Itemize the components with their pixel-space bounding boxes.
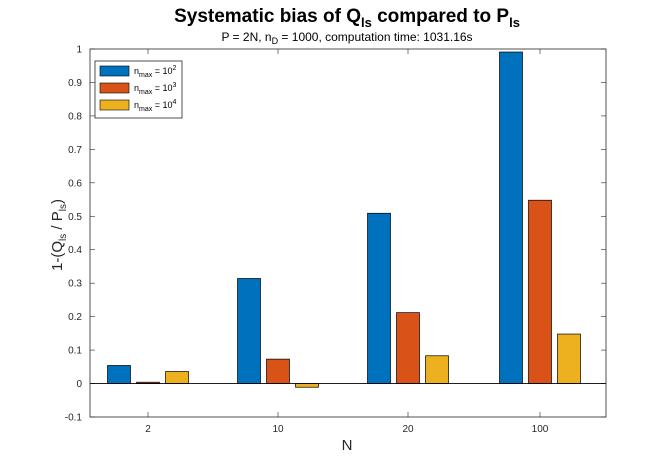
bar [425, 355, 449, 384]
y-tick-label: 0.5 [68, 212, 82, 223]
bar [499, 51, 523, 384]
y-tick-label: 0.7 [68, 145, 82, 156]
legend-eq: = 10 [152, 66, 172, 76]
legend-eq: = 10 [152, 100, 172, 110]
y-axis-label: 1-(Qls / Pls) [49, 199, 69, 271]
chart-title: Systematic bias of Qls compared to Pls [174, 6, 520, 30]
legend-eq: = 10 [152, 83, 172, 93]
y-label-sub-2: ls [58, 204, 69, 211]
legend-sup: 3 [173, 82, 177, 89]
bar [295, 383, 319, 388]
y-label-part-2: / P [49, 211, 66, 234]
legend-n: n [134, 100, 139, 110]
y-tick-label: 0 [76, 379, 82, 390]
y-tick-label: 0.9 [68, 78, 82, 89]
bar [367, 212, 391, 384]
legend-swatch [99, 99, 130, 111]
subtitle-post: = 1000, computation time: 1031.16s [278, 30, 472, 44]
legend-sup: 2 [173, 65, 177, 72]
legend-sub: max [139, 106, 153, 113]
x-tick-label: 20 [402, 424, 414, 435]
bar [237, 278, 261, 384]
bar [396, 312, 420, 384]
y-tick-label: 0.3 [68, 279, 82, 290]
y-tick-label: 0.2 [68, 312, 82, 323]
y-tick-label: 0.8 [68, 111, 82, 122]
bar [266, 358, 290, 384]
title-main: Systematic bias of Q [174, 6, 361, 27]
bar [557, 333, 581, 384]
y-label-part-1: 1-(Q [49, 241, 66, 271]
legend-n: n [134, 66, 139, 76]
x-tick-label: 10 [272, 424, 284, 435]
y-tick-label: 1 [76, 45, 82, 56]
legend-swatch [99, 65, 130, 77]
bar [528, 199, 552, 384]
y-tick-label: -0.1 [65, 413, 83, 424]
title-middle: compared to P [372, 6, 510, 27]
x-tick-label: 2 [145, 424, 151, 435]
subtitle-subscript: D [272, 36, 279, 46]
chart-subtitle: P = 2N, nD = 1000, computation time: 103… [221, 30, 472, 46]
y-tick-label: 0.6 [68, 178, 82, 189]
legend-sub: max [139, 89, 153, 96]
title-subscript-2: ls [509, 15, 520, 30]
legend-entry: nmax = 102 [134, 65, 177, 79]
subtitle-pre: P = 2N, n [221, 30, 271, 44]
bar [165, 371, 189, 384]
legend-swatch [99, 82, 130, 94]
axes-frame [89, 48, 607, 418]
legend-entry: nmax = 103 [134, 82, 177, 96]
x-axis-label: N [342, 437, 353, 454]
y-tick-label: 0.1 [68, 346, 82, 357]
legend-entry: nmax = 104 [134, 99, 177, 113]
title-subscript: ls [361, 15, 372, 30]
legend-sup: 4 [173, 99, 177, 106]
legend-sub: max [139, 72, 153, 79]
y-label-part-3: ) [49, 199, 66, 204]
legend-n: n [134, 83, 139, 93]
y-tick-label: 0.4 [68, 245, 82, 256]
bar [107, 365, 131, 384]
y-label-sub-1: ls [58, 234, 69, 241]
x-tick-label: 100 [532, 424, 549, 435]
